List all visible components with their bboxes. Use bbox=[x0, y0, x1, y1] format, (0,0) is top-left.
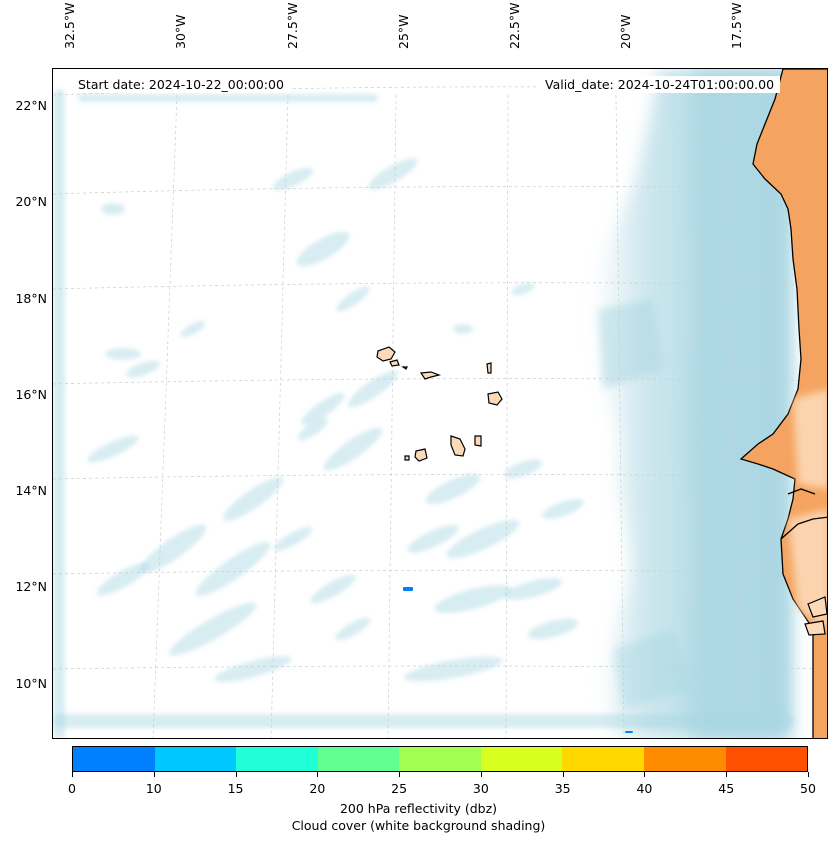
lon-label-32-5w: 32.5°W bbox=[62, 2, 77, 49]
island-santo-antao bbox=[376, 346, 396, 362]
colorbar-tick-label: 15 bbox=[227, 781, 244, 796]
cloud-streaks bbox=[53, 89, 793, 738]
lat-label-16n: 16°N bbox=[15, 387, 47, 402]
colorbar-tick-label: 20 bbox=[309, 781, 326, 796]
colorbar-segment bbox=[154, 747, 237, 771]
colorbar-tick-label: 30 bbox=[472, 781, 489, 796]
colorbar-tick-label: 45 bbox=[718, 781, 735, 796]
island-maio bbox=[474, 435, 482, 447]
colorbar-tick bbox=[644, 772, 646, 777]
lat-label-20n: 20°N bbox=[15, 194, 47, 209]
colorbar-segment bbox=[725, 747, 808, 771]
colorbar-tick bbox=[153, 772, 155, 777]
colorbar-tick bbox=[480, 772, 482, 777]
colorbar-tick bbox=[72, 772, 73, 777]
lon-label-17-5w: 17.5°W bbox=[729, 2, 744, 49]
colorbar-segment bbox=[236, 747, 318, 771]
valid-date-label: Valid_date: 2024-10-24T01:00:00.00 bbox=[539, 76, 781, 93]
colorbar-tick-label: 40 bbox=[636, 781, 653, 796]
colorbar-tick-label: 0 bbox=[68, 781, 76, 796]
echo-south bbox=[625, 731, 633, 733]
island-boa-vista bbox=[487, 391, 503, 406]
africa-landmass bbox=[739, 69, 827, 738]
colorbar-segment bbox=[73, 747, 155, 771]
lon-label-22-5w: 22.5°W bbox=[507, 2, 522, 49]
island-sao-vicente bbox=[389, 359, 400, 367]
colorbar-tick-label: 35 bbox=[554, 781, 571, 796]
lon-label-25w: 25°W bbox=[396, 14, 411, 49]
lat-label-12n: 12°N bbox=[15, 579, 47, 594]
colorbar-segment bbox=[480, 747, 563, 771]
cape-verde-islands bbox=[376, 346, 503, 462]
colorbar-tick bbox=[399, 772, 401, 777]
colorbar-tick bbox=[235, 772, 237, 777]
lon-label-20w: 20°W bbox=[618, 14, 633, 49]
colorbar-tick bbox=[808, 772, 809, 777]
island-sao-nicolau bbox=[419, 371, 442, 380]
colorbar-segment bbox=[643, 747, 726, 771]
colorbar-tick bbox=[562, 772, 564, 777]
colorbar-sublabel: Cloud cover (white background shading) bbox=[291, 818, 546, 833]
colorbar-tick-label: 25 bbox=[391, 781, 408, 796]
map-panel bbox=[52, 68, 828, 739]
colorbar-tick-label: 10 bbox=[145, 781, 162, 796]
map-canvas bbox=[53, 69, 827, 738]
echo-center bbox=[403, 587, 413, 591]
lon-label-27-5w: 27.5°W bbox=[285, 2, 300, 49]
island-santiago bbox=[450, 435, 466, 457]
colorbar-tick bbox=[726, 772, 728, 777]
colorbar-segment bbox=[399, 747, 481, 771]
lon-label-30w: 30°W bbox=[173, 14, 188, 49]
colorbar-tick bbox=[317, 772, 319, 777]
island-santa-luzia bbox=[401, 366, 408, 370]
lat-label-22n: 22°N bbox=[15, 98, 47, 113]
start-date-label: Start date: 2024-10-22_00:00:00 bbox=[72, 76, 290, 93]
lat-label-18n: 18°N bbox=[15, 291, 47, 306]
colorbar-tick-label: 50 bbox=[800, 781, 816, 796]
reflectivity-colorbar bbox=[72, 746, 808, 772]
reflectivity-echoes bbox=[403, 587, 633, 733]
colorbar-label: 200 hPa reflectivity (dbz) bbox=[339, 801, 498, 816]
colorbar-segment bbox=[317, 747, 400, 771]
lat-label-10n: 10°N bbox=[15, 676, 47, 691]
island-sal bbox=[486, 362, 492, 374]
lat-label-14n: 14°N bbox=[15, 483, 47, 498]
island-fogo bbox=[414, 448, 428, 462]
island-brava bbox=[404, 455, 410, 461]
colorbar-segment bbox=[562, 747, 644, 771]
